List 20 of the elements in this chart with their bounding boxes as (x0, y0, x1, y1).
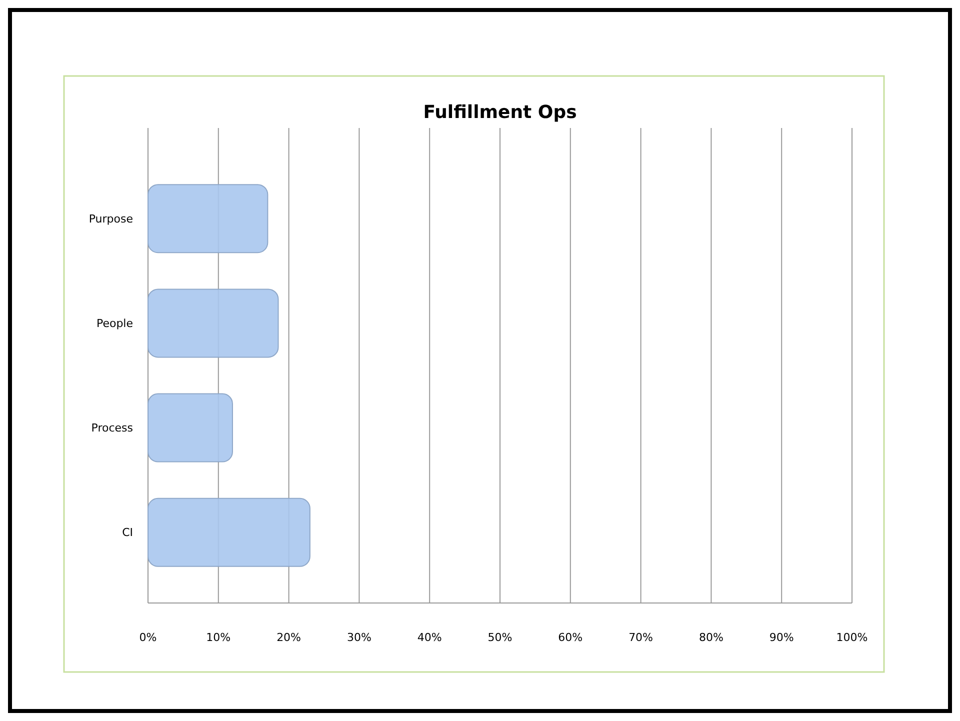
bar (148, 288, 279, 358)
chart-title: Fulfillment Ops (423, 102, 577, 123)
x-tick-label: 40% (417, 631, 442, 644)
y-tick-label: CI (122, 526, 133, 540)
x-tick-label: 60% (558, 631, 583, 644)
x-tick-label: 30% (346, 631, 372, 644)
x-tick-label: 70% (628, 631, 654, 644)
bar (148, 393, 233, 462)
bar (148, 498, 310, 567)
x-tick-label: 20% (276, 631, 302, 644)
x-tick-label: 50% (488, 631, 512, 644)
x-tick-label: 0% (139, 631, 157, 644)
y-tick-label: Purpose (88, 212, 134, 226)
x-tick-label: 10% (206, 631, 231, 644)
y-tick-label: Process (91, 422, 134, 435)
x-tick-label: 100% (836, 631, 868, 644)
bar (148, 184, 268, 254)
x-tick-label: 80% (698, 631, 724, 644)
x-tick-label: 90% (769, 631, 794, 644)
y-tick-label: People (96, 317, 134, 330)
